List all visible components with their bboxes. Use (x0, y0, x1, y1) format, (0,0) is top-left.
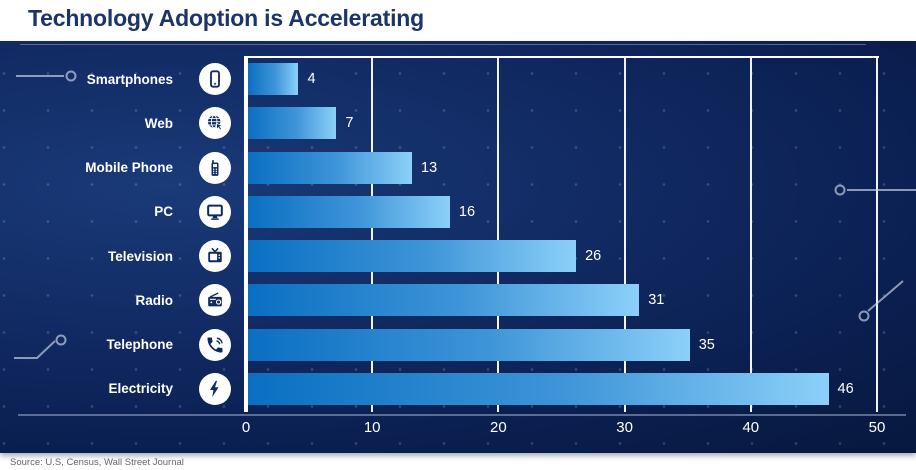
x-tick-label: 50 (868, 419, 886, 436)
chart-row: Smartphones 4 (0, 57, 916, 101)
radio-icon (199, 284, 231, 317)
x-tick-label: 30 (616, 419, 633, 436)
x-tick-label: 10 (363, 419, 381, 436)
smartphone-icon (199, 63, 231, 95)
bar-value: 35 (698, 336, 715, 353)
bar-value: 16 (458, 203, 476, 220)
gridline-40 (749, 57, 752, 412)
category-label: Mobile Phone (85, 160, 173, 175)
category-label: Web (144, 115, 173, 131)
category-label: Radio (135, 292, 173, 308)
category-label: Television (107, 248, 173, 264)
bar (248, 151, 413, 184)
bar-value: 31 (648, 292, 665, 309)
web-globe-icon (199, 107, 231, 140)
chart-row: Electricity 46 (0, 367, 916, 411)
page-title: Technology Adoption is Accelerating (28, 5, 424, 31)
gridline-50 (876, 57, 878, 412)
x-tick-label: 40 (742, 419, 760, 436)
telephone-icon (199, 328, 231, 361)
chart-row: Mobile Phone 13 (0, 146, 916, 190)
bar-value: 26 (585, 248, 602, 264)
bar (248, 195, 450, 228)
chart-row: PC 16 (0, 190, 916, 234)
x-axis-line (18, 414, 906, 416)
chart-row: Television 26 (0, 234, 916, 278)
bar (248, 107, 337, 140)
mobile-phone-icon (199, 151, 231, 184)
bar-value: 13 (421, 159, 438, 176)
gridline-10 (371, 57, 374, 412)
chart-panel: 0 10 20 30 40 50 Smartphones 4 Web (0, 41, 916, 453)
bar (248, 284, 640, 317)
y-axis-line (244, 57, 248, 412)
category-label: PC (154, 204, 173, 220)
category-label: Telephone (106, 337, 173, 352)
chart-row: Radio 31 (0, 278, 916, 322)
x-tick-label: 20 (490, 419, 507, 436)
bar-value: 4 (307, 71, 316, 87)
gridline-30 (623, 57, 626, 412)
chart-row: Web 7 (0, 101, 916, 145)
pc-monitor-icon (199, 195, 231, 228)
x-tick-label: 0 (241, 419, 251, 436)
television-icon (199, 240, 231, 272)
category-label: Smartphones (86, 71, 173, 87)
category-label: Electricity (108, 381, 173, 397)
electricity-icon (199, 372, 231, 405)
plot-top-border (244, 56, 879, 58)
bar-value: 7 (345, 115, 354, 132)
gridline-20 (497, 57, 500, 412)
panel-top-rule (20, 44, 866, 45)
bar (248, 328, 690, 361)
bar (248, 63, 299, 95)
title-bar: Technology Adoption is Accelerating (0, 0, 916, 41)
chart-row: Telephone 35 (0, 323, 916, 367)
bar (248, 372, 829, 405)
source-note: Source: U.S, Census, Wall Street Journal (10, 457, 184, 468)
bar-value: 46 (837, 380, 854, 397)
bar (248, 240, 577, 272)
